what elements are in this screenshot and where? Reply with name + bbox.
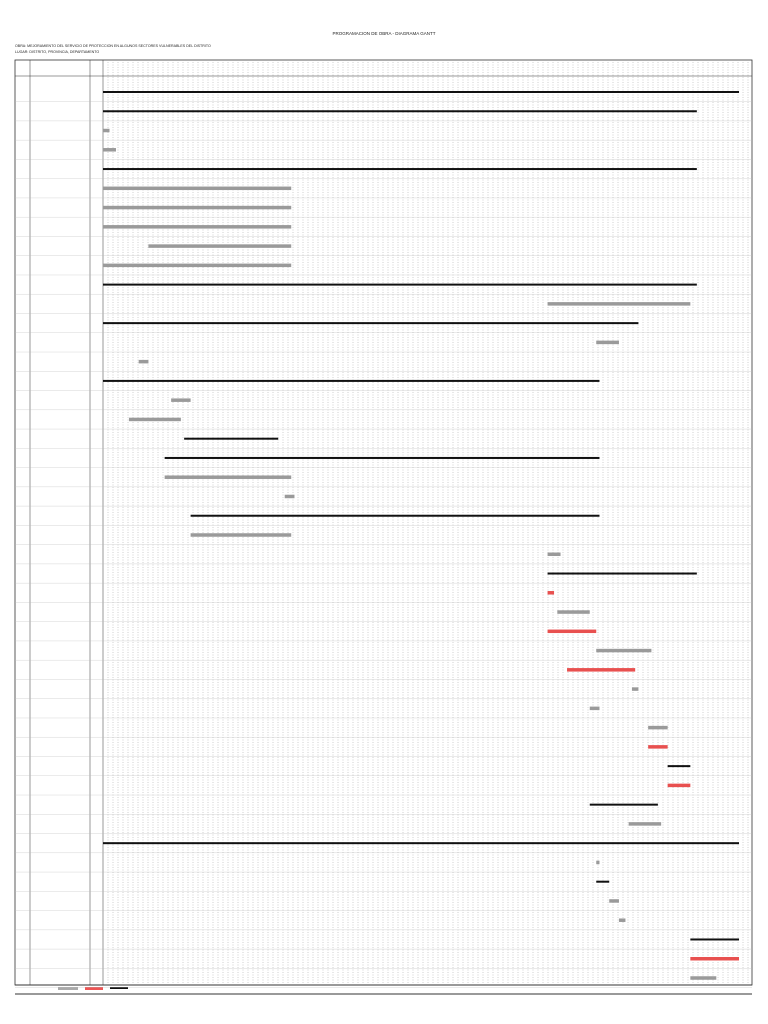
task-bar [589, 706, 600, 711]
task-bar [596, 340, 619, 345]
task-bar [547, 591, 555, 595]
task-bar [547, 552, 561, 557]
legend-summary [110, 987, 128, 989]
task-bar [103, 168, 697, 171]
task-bar [667, 783, 691, 788]
task-bar [609, 899, 619, 903]
task-bar [618, 918, 626, 922]
task-bar [184, 437, 279, 440]
task-bar [690, 976, 717, 980]
task-bars [103, 91, 740, 980]
task-bar [547, 572, 697, 575]
task-bar [547, 302, 691, 306]
task-bar [690, 938, 740, 941]
task-bar [148, 244, 292, 248]
task-bar [596, 648, 652, 653]
task-bar [103, 128, 110, 133]
task-bar [190, 514, 600, 517]
task-bar [631, 687, 639, 691]
timeline-grid [15, 62, 752, 988]
task-bar [103, 322, 639, 325]
task-bar [103, 263, 292, 268]
task-bar [567, 668, 636, 672]
task-bar [103, 186, 292, 191]
task-bar [667, 765, 691, 768]
task-bar [128, 417, 181, 422]
task-bar [164, 475, 292, 479]
task-bar [103, 91, 740, 93]
task-bar [103, 148, 116, 152]
task-bar [284, 494, 295, 499]
task-bar [190, 533, 292, 537]
task-bar [138, 359, 149, 364]
task-bar [648, 725, 668, 730]
task-bar [171, 398, 191, 402]
task-bar [690, 956, 740, 961]
task-bar [557, 610, 590, 614]
task-bar [596, 860, 600, 865]
task-bar [164, 456, 600, 459]
task-bar [103, 379, 600, 382]
page-title: PROGRAMACION DE OBRA - DIAGRAMA GANTT [332, 31, 435, 36]
task-bar [628, 822, 662, 826]
legend-task [58, 987, 78, 990]
legend-critical [85, 987, 103, 990]
header-line: OBRA: MEJORAMIENTO DEL SERVICIO DE PROTE… [15, 44, 211, 48]
task-bar [648, 745, 668, 749]
task-bar [103, 842, 740, 845]
task-bar [103, 283, 697, 286]
task-bar [103, 205, 292, 210]
task-bar [547, 629, 597, 634]
header-line: LUGAR: DISTRITO, PROVINCIA, DEPARTAMENTO [15, 50, 99, 54]
task-bar [103, 225, 292, 229]
task-bar [589, 803, 658, 806]
task-bar [103, 110, 697, 113]
task-bar [596, 880, 610, 883]
